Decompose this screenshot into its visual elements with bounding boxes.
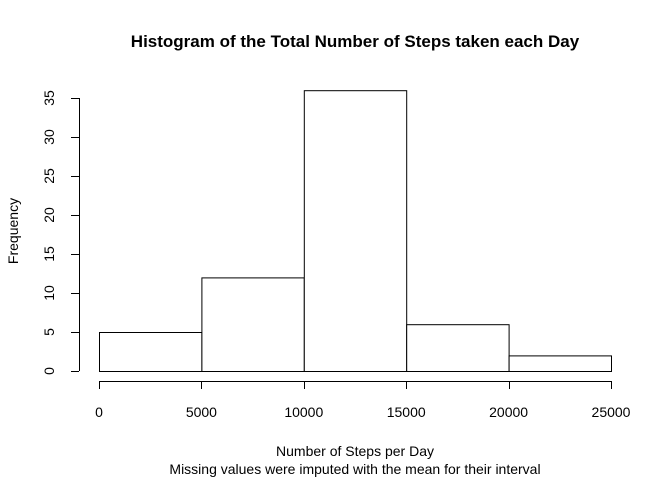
y-axis: 0 5 10 15 20 25 30 35: [41, 90, 80, 375]
chart-subtitle: Missing values were imputed with the mea…: [169, 461, 540, 477]
y-axis-label: Frequency: [5, 198, 21, 264]
x-axis-label: Number of Steps per Day: [276, 443, 434, 459]
x-tick-label: 10000: [284, 404, 323, 420]
histogram-bar-3: [406, 324, 510, 373]
y-tick-label: 25: [41, 168, 57, 184]
x-tick-label: 20000: [489, 404, 528, 420]
histogram-bar-0: [99, 332, 203, 372]
x-tick-label: 25000: [592, 404, 631, 420]
y-tick-label: 15: [41, 246, 57, 262]
histogram-bar-1: [201, 277, 305, 372]
x-axis: 0 5000 10000 15000 20000 25000: [95, 381, 631, 420]
y-tick-label: 0: [41, 367, 57, 375]
histogram-bar-2: [303, 90, 408, 372]
y-tick-label: 10: [41, 285, 57, 301]
x-tick-label: 5000: [186, 404, 217, 420]
y-tick-label: 20: [41, 207, 57, 223]
bars-group: [99, 90, 613, 373]
y-tick-label: 35: [41, 90, 57, 106]
y-tick-label: 5: [41, 328, 57, 336]
histogram-bar-4: [508, 355, 613, 372]
chart-title: Histogram of the Total Number of Steps t…: [131, 32, 580, 51]
y-tick-label: 30: [41, 129, 57, 145]
x-tick-label: 15000: [387, 404, 426, 420]
x-tick-label: 0: [95, 404, 103, 420]
